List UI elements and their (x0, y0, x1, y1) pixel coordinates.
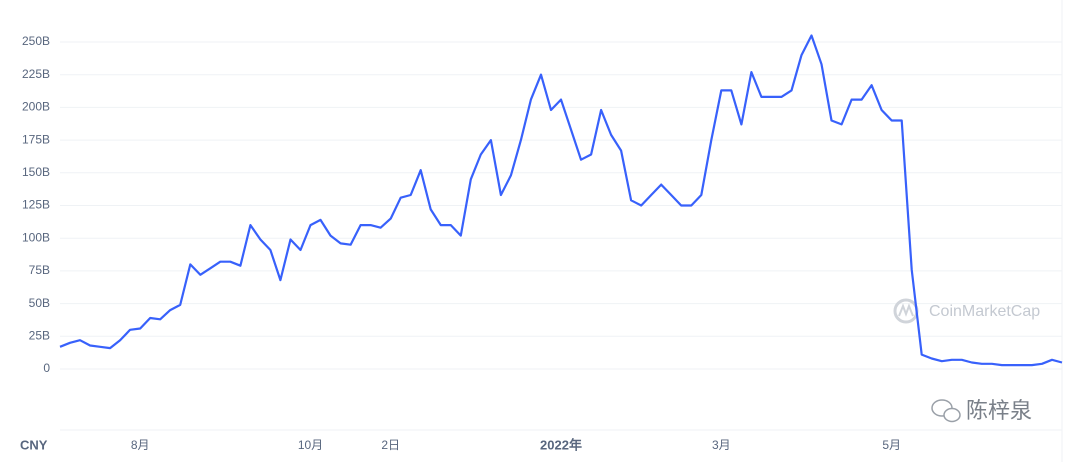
x-tick-label: 2日 (381, 438, 400, 452)
x-tick-label: 3月 (712, 438, 731, 452)
wechat-icon (931, 399, 961, 423)
watermark: CoinMarketCap (929, 303, 1040, 320)
y-tick-label: 150B (22, 165, 50, 179)
y-tick-label: 225B (22, 67, 50, 81)
y-tick-label: 250B (22, 34, 50, 48)
y-tick-label: 25B (29, 328, 50, 342)
y-tick-label: 175B (22, 132, 50, 146)
x-tick-label: 8月 (131, 438, 150, 452)
y-tick-label: 100B (22, 230, 50, 244)
y-tick-label: 75B (29, 263, 50, 277)
signature: 陈梓泉 (966, 398, 1032, 423)
x-tick-label: 2022年 (540, 437, 582, 452)
y-tick-label: 200B (22, 100, 50, 114)
plot-frame (60, 0, 1062, 462)
x-tick-label: 10月 (298, 438, 323, 452)
y-tick-label: 125B (22, 198, 50, 212)
y-tick-label: 0 (43, 361, 50, 375)
line-series (59, 34, 1063, 367)
currency-label: CNY (20, 437, 48, 452)
y-tick-label: 50B (29, 296, 50, 310)
x-tick-label: 5月 (882, 438, 901, 452)
